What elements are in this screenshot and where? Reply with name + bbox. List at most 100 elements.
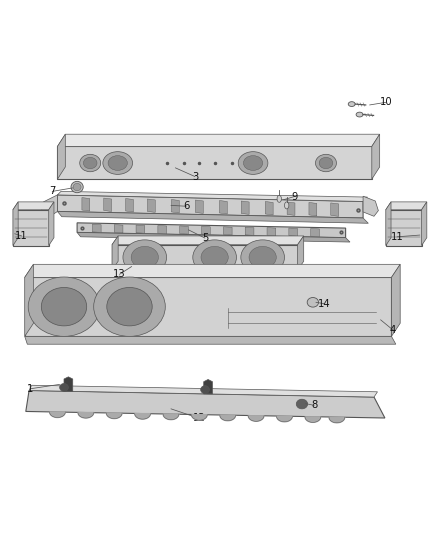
Polygon shape bbox=[386, 202, 427, 210]
Ellipse shape bbox=[241, 240, 285, 275]
Polygon shape bbox=[82, 198, 90, 211]
Text: 3: 3 bbox=[192, 172, 198, 182]
Ellipse shape bbox=[80, 154, 101, 172]
Ellipse shape bbox=[201, 386, 209, 393]
Polygon shape bbox=[112, 236, 304, 245]
Polygon shape bbox=[126, 198, 134, 212]
Text: 5: 5 bbox=[202, 233, 208, 243]
Ellipse shape bbox=[94, 277, 165, 336]
Ellipse shape bbox=[107, 287, 152, 326]
Polygon shape bbox=[372, 134, 380, 179]
Text: 10: 10 bbox=[379, 98, 392, 107]
Polygon shape bbox=[180, 226, 188, 234]
Polygon shape bbox=[29, 385, 378, 397]
Polygon shape bbox=[363, 196, 378, 216]
Ellipse shape bbox=[277, 195, 282, 203]
Polygon shape bbox=[195, 200, 203, 213]
Polygon shape bbox=[158, 225, 166, 233]
Polygon shape bbox=[135, 414, 150, 419]
Ellipse shape bbox=[296, 399, 307, 409]
Polygon shape bbox=[329, 417, 345, 423]
Polygon shape bbox=[311, 229, 319, 237]
Polygon shape bbox=[25, 277, 392, 336]
Polygon shape bbox=[64, 377, 73, 391]
Polygon shape bbox=[422, 202, 427, 246]
Polygon shape bbox=[163, 414, 179, 419]
Polygon shape bbox=[106, 413, 122, 418]
Polygon shape bbox=[13, 210, 49, 246]
Ellipse shape bbox=[244, 156, 263, 171]
Polygon shape bbox=[265, 201, 273, 215]
Polygon shape bbox=[392, 264, 400, 336]
Polygon shape bbox=[57, 195, 363, 218]
Polygon shape bbox=[277, 416, 292, 422]
Text: 9: 9 bbox=[291, 192, 297, 201]
Polygon shape bbox=[245, 227, 254, 236]
Polygon shape bbox=[287, 202, 295, 215]
Text: 4: 4 bbox=[390, 325, 396, 335]
Text: 11: 11 bbox=[15, 231, 28, 241]
Ellipse shape bbox=[238, 152, 268, 174]
Polygon shape bbox=[112, 236, 118, 270]
Ellipse shape bbox=[193, 240, 237, 275]
Text: 12: 12 bbox=[193, 414, 206, 423]
Polygon shape bbox=[25, 264, 400, 277]
Polygon shape bbox=[241, 201, 249, 214]
Polygon shape bbox=[248, 416, 264, 421]
Polygon shape bbox=[25, 264, 33, 336]
Ellipse shape bbox=[131, 246, 159, 268]
Polygon shape bbox=[136, 225, 145, 233]
Polygon shape bbox=[267, 228, 276, 236]
Polygon shape bbox=[13, 202, 54, 210]
Polygon shape bbox=[77, 223, 346, 238]
Polygon shape bbox=[49, 202, 54, 246]
Polygon shape bbox=[171, 199, 179, 213]
Polygon shape bbox=[148, 199, 155, 213]
Ellipse shape bbox=[356, 112, 363, 117]
Text: 13: 13 bbox=[113, 269, 126, 279]
Polygon shape bbox=[114, 224, 123, 233]
Polygon shape bbox=[41, 195, 57, 219]
Polygon shape bbox=[220, 415, 236, 421]
Text: 7: 7 bbox=[49, 187, 55, 196]
Polygon shape bbox=[77, 232, 350, 242]
Ellipse shape bbox=[41, 287, 87, 326]
Polygon shape bbox=[57, 191, 367, 201]
Polygon shape bbox=[49, 412, 65, 417]
Polygon shape bbox=[57, 134, 380, 147]
Ellipse shape bbox=[83, 157, 97, 169]
Polygon shape bbox=[25, 336, 396, 344]
Polygon shape bbox=[57, 147, 372, 179]
Polygon shape bbox=[104, 198, 112, 212]
Ellipse shape bbox=[307, 297, 318, 307]
Polygon shape bbox=[191, 415, 207, 420]
Ellipse shape bbox=[249, 246, 276, 268]
Polygon shape bbox=[78, 413, 94, 418]
Text: 6: 6 bbox=[183, 201, 190, 211]
Polygon shape bbox=[289, 228, 297, 236]
Polygon shape bbox=[297, 236, 304, 270]
Polygon shape bbox=[204, 379, 212, 394]
Ellipse shape bbox=[201, 246, 228, 268]
Ellipse shape bbox=[71, 181, 83, 193]
Ellipse shape bbox=[123, 240, 166, 275]
Text: 1: 1 bbox=[27, 384, 34, 394]
Polygon shape bbox=[386, 210, 422, 246]
Ellipse shape bbox=[103, 152, 133, 174]
Ellipse shape bbox=[348, 102, 355, 107]
Polygon shape bbox=[112, 245, 297, 270]
Text: 11: 11 bbox=[391, 232, 403, 242]
Ellipse shape bbox=[315, 154, 336, 172]
Text: 14: 14 bbox=[318, 298, 330, 309]
Ellipse shape bbox=[319, 157, 333, 169]
Polygon shape bbox=[201, 227, 210, 235]
Polygon shape bbox=[57, 134, 65, 179]
Polygon shape bbox=[223, 227, 232, 235]
Ellipse shape bbox=[285, 202, 289, 209]
Text: 8: 8 bbox=[311, 400, 317, 410]
Polygon shape bbox=[13, 202, 18, 246]
Polygon shape bbox=[309, 203, 317, 216]
Ellipse shape bbox=[108, 156, 127, 171]
Ellipse shape bbox=[28, 277, 100, 336]
Ellipse shape bbox=[60, 384, 68, 391]
